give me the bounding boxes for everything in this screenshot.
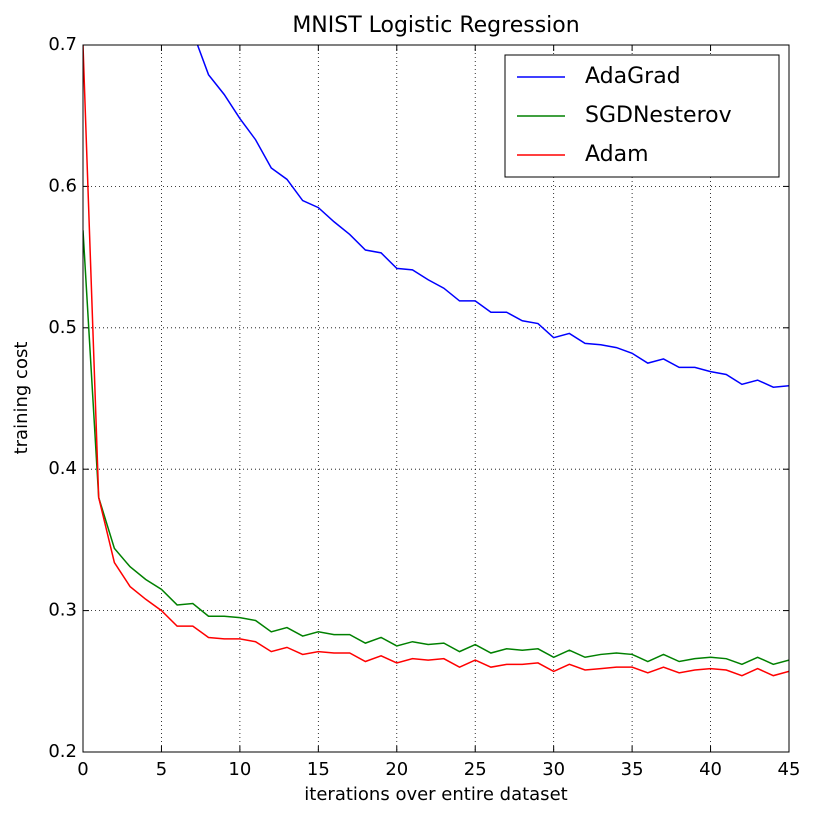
y-tick-label: 0.7 (48, 34, 77, 55)
x-axis-label: iterations over entire dataset (304, 784, 567, 805)
y-tick-label: 0.3 (48, 600, 77, 621)
x-tick-label: 0 (77, 759, 88, 780)
plot-area (83, 45, 789, 677)
x-tick-label: 20 (385, 759, 408, 780)
y-axis-label: training cost (11, 342, 32, 455)
legend-label: SGDNesterov (585, 103, 732, 128)
y-tick-label: 0.2 (48, 741, 77, 762)
x-tick-label: 25 (464, 759, 487, 780)
y-tick-label: 0.5 (48, 317, 77, 338)
x-tick-label: 45 (778, 759, 801, 780)
y-tick-label: 0.6 (48, 175, 77, 196)
x-tick-label: 5 (156, 759, 167, 780)
series-line (196, 45, 789, 388)
legend-label: Adam (585, 142, 649, 167)
chart-title: MNIST Logistic Regression (292, 13, 579, 38)
x-tick-label: 35 (621, 759, 644, 780)
legend-label: AdaGrad (585, 64, 681, 89)
plot-frame (82, 44, 790, 753)
x-tick-label: 10 (228, 759, 251, 780)
x-tick-label: 15 (307, 759, 330, 780)
series-line (83, 230, 789, 666)
x-tick-label: 30 (542, 759, 565, 780)
x-tick-label: 40 (699, 759, 722, 780)
y-tick-label: 0.4 (48, 458, 77, 479)
series-line (83, 45, 789, 677)
